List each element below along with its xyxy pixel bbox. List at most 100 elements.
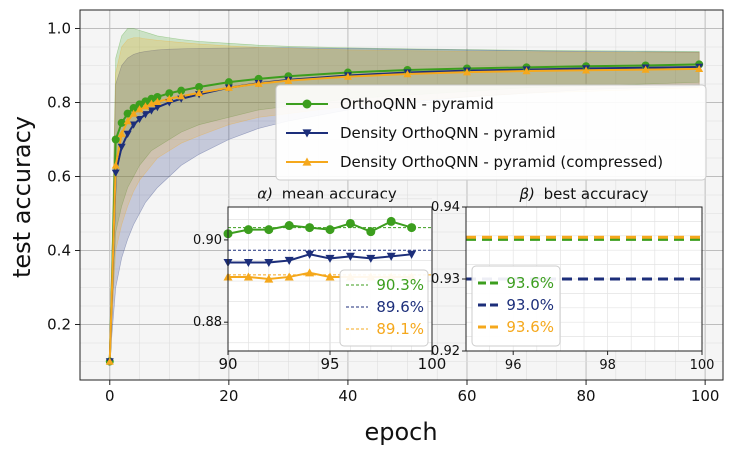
alpha-point-0 <box>345 218 355 228</box>
alpha-point-1 <box>407 250 417 259</box>
beta-legend: 93.6% 93.0% 93.6% <box>478 274 554 336</box>
series-point-0 <box>111 135 120 144</box>
series-point-1 <box>123 130 132 138</box>
series-point-2 <box>153 97 162 105</box>
series-point-2 <box>147 99 156 107</box>
inset-beta-title: β) best accuracy <box>518 185 648 203</box>
series-point-0 <box>123 109 132 118</box>
alpha-legend: 90.3% 89.6% 89.1% <box>346 276 424 338</box>
alpha-series-line-0 <box>227 220 412 235</box>
legend-box <box>275 84 707 181</box>
legend-label-0: OrthoQNN - pyramid <box>340 95 494 113</box>
series-point-2 <box>582 66 591 74</box>
alpha-point-0 <box>407 223 417 233</box>
series-line-1 <box>108 65 700 362</box>
alpha-y-tick-label: 0.90 <box>193 233 222 248</box>
beta-y-tick-label: 0.93 <box>431 272 460 287</box>
x-tick-label: 0 <box>105 387 115 405</box>
alpha-point-1 <box>325 254 335 263</box>
series-point-1 <box>141 111 150 119</box>
alpha-point-2 <box>243 272 253 281</box>
series-point-2 <box>224 83 233 91</box>
series-point-1 <box>153 104 162 112</box>
series-point-1 <box>147 107 156 115</box>
series-point-0 <box>117 118 126 127</box>
series-point-2 <box>123 117 132 125</box>
y-tick-label: 0.4 <box>47 242 71 260</box>
series-point-2 <box>135 105 144 113</box>
alpha-y-tick-label: 0.88 <box>193 315 222 330</box>
series-point-0 <box>224 78 233 87</box>
legend-label-2: Density OrthoQNN - pyramid (compressed) <box>340 153 663 171</box>
series-point-2 <box>129 109 138 117</box>
alpha-point-0 <box>305 223 315 233</box>
series-point-2 <box>141 102 150 110</box>
alpha-point-0 <box>325 225 335 235</box>
main-lines <box>105 60 704 366</box>
beta-legend-label-0: 93.6% <box>506 274 554 292</box>
alpha-point-2 <box>325 272 335 281</box>
x-tick-label: 60 <box>457 387 476 405</box>
legend-marker-2 <box>302 157 312 166</box>
y-tick-label: 0.8 <box>47 94 71 112</box>
alpha-point-1 <box>345 252 355 261</box>
series-point-2 <box>165 94 174 102</box>
y-tick-label: 0.6 <box>47 168 71 186</box>
beta-y-tick-label: 0.92 <box>431 344 460 359</box>
alpha-point-1 <box>264 258 274 268</box>
series-point-2 <box>254 79 263 87</box>
beta-legend-label-1: 93.0% <box>506 296 554 314</box>
legend-marker-1 <box>302 129 312 138</box>
inset-alpha-legend-box <box>339 269 429 347</box>
inset-beta-title-text: best accuracy <box>544 185 649 203</box>
alpha-point-0 <box>243 225 253 235</box>
alpha-x-tick-label: 90 <box>218 355 237 373</box>
y-axis-label: test accuracy <box>8 116 36 278</box>
alpha-point-1 <box>386 252 396 261</box>
alpha-point-2 <box>264 274 274 283</box>
series-point-2 <box>522 67 531 75</box>
series-point-2 <box>284 76 293 84</box>
alpha-ticks: 90 95 100 0.88 0.90 <box>193 233 446 373</box>
series-point-2 <box>105 357 114 365</box>
series-point-2 <box>195 88 204 97</box>
series-point-2 <box>177 92 186 100</box>
series-point-2 <box>403 70 412 78</box>
series-point-0 <box>177 86 186 95</box>
series-point-1 <box>135 115 144 124</box>
series-point-0 <box>135 100 144 109</box>
series-point-2 <box>641 65 650 73</box>
series-point-2 <box>117 129 126 138</box>
alpha-point-0 <box>264 225 274 235</box>
inset-beta: β) best accuracy 96 98 100 0.92 0.93 0.94 93.… <box>431 185 714 373</box>
series-point-2 <box>343 72 352 80</box>
series-point-0 <box>153 92 162 101</box>
legend-marker-0 <box>302 99 312 109</box>
alpha-point-2 <box>284 272 294 281</box>
inset-alpha-title-prefix: α) <box>257 185 273 203</box>
beta-x-tick-label: 100 <box>690 358 715 373</box>
x-axis-label: epoch <box>364 418 437 446</box>
series-point-2 <box>695 64 704 73</box>
alpha-legend-label-1: 89.6% <box>376 298 424 316</box>
series-point-2 <box>462 68 471 76</box>
beta-x-tick-label: 98 <box>599 358 616 373</box>
series-point-2 <box>111 161 120 169</box>
alpha-series-line-1 <box>228 253 412 264</box>
y-tick-label: 1.0 <box>47 20 71 38</box>
series-line-2 <box>108 67 700 362</box>
main-legend: OrthoQNN - pyramid Density OrthoQNN - pyr… <box>275 84 707 181</box>
inset-alpha: α) mean accuracy 90 95 100 0.88 0.90 90.3% 89… <box>193 185 446 373</box>
series-point-0 <box>165 89 174 98</box>
alpha-point-1 <box>284 256 294 265</box>
inset-alpha-title-text: mean accuracy <box>282 185 397 203</box>
alpha-point-0 <box>366 227 376 237</box>
x-tick-label: 20 <box>219 387 238 405</box>
main-ticks: 0 20 40 60 80 100 0.2 0.4 0.6 0.8 1.0 <box>47 20 719 406</box>
series-point-1 <box>117 143 126 151</box>
legend-label-1: Density OrthoQNN - pyramid <box>340 124 556 142</box>
beta-ticks: 96 98 100 0.92 0.93 0.94 <box>431 200 714 373</box>
beta-y-tick-label: 0.94 <box>431 200 460 215</box>
y-tick-label: 0.2 <box>47 316 71 334</box>
alpha-legend-label-2: 89.1% <box>376 320 424 338</box>
